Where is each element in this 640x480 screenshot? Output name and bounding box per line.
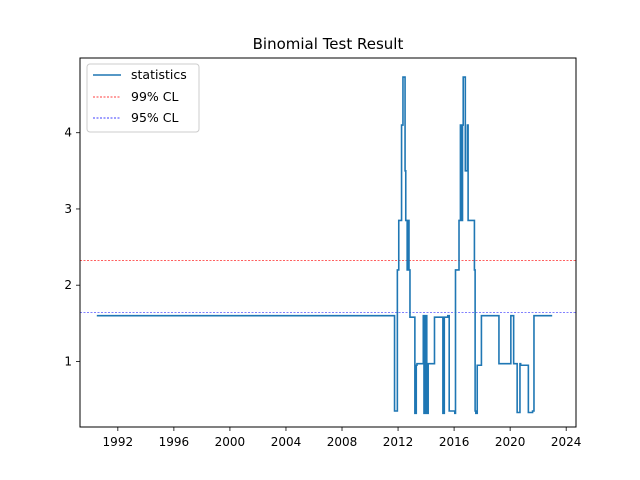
x-axis: 1992 1996 2000 2004 2008 2012 2016 2020 2024 [103, 427, 582, 449]
chart-title: Binomial Test Result [253, 35, 404, 53]
x-tick-label: 2016 [439, 435, 470, 449]
x-tick-label: 1992 [103, 435, 134, 449]
plot-area [80, 76, 576, 415]
legend-label-statistics: statistics [131, 67, 187, 82]
x-tick-label: 2012 [383, 435, 414, 449]
y-tick-label: 1 [64, 354, 72, 368]
statistics-line [96, 76, 553, 415]
x-tick-label: 2024 [551, 435, 582, 449]
legend-box [86, 63, 200, 133]
legend-label-cl95: 95% CL [131, 110, 178, 125]
x-tick-label: 2000 [215, 435, 246, 449]
x-tick-label: 1996 [159, 435, 190, 449]
y-tick-label: 2 [64, 278, 72, 292]
y-tick-label: 4 [64, 126, 72, 140]
axes-frame [79, 57, 577, 428]
x-tick-label: 2004 [271, 435, 302, 449]
legend: statistics 99% CL 95% CL [86, 63, 200, 133]
x-tick-label: 2020 [495, 435, 526, 449]
x-tick-label: 2008 [327, 435, 358, 449]
legend-label-cl99: 99% CL [131, 89, 178, 104]
y-axis: 1 2 3 4 [64, 126, 80, 368]
y-tick-label: 3 [64, 202, 72, 216]
